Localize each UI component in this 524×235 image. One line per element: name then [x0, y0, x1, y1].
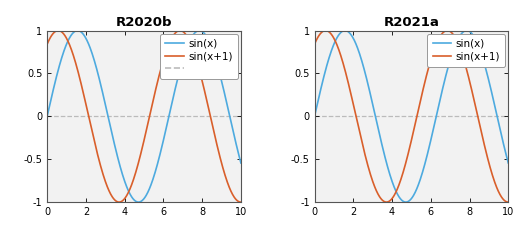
- Legend: sin(x), sin(x+1), : sin(x), sin(x+1),: [160, 34, 238, 79]
- Title: R2021a: R2021a: [384, 16, 439, 29]
- Legend: sin(x), sin(x+1): sin(x), sin(x+1): [427, 34, 505, 67]
- Title: R2020b: R2020b: [116, 16, 172, 29]
